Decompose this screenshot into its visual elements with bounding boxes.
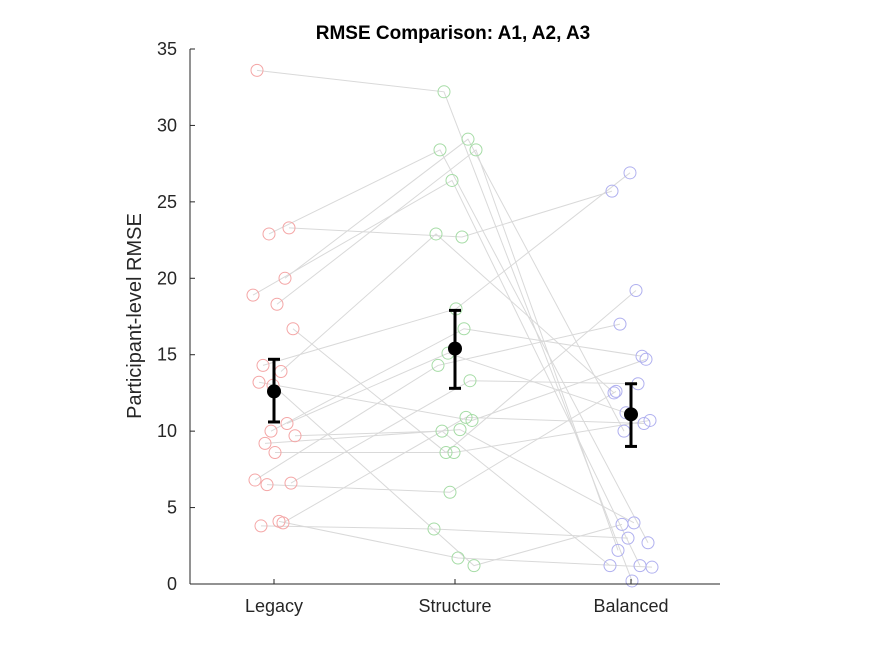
data-point-legacy bbox=[264, 424, 278, 438]
participant-line bbox=[266, 390, 617, 493]
data-point-structure bbox=[453, 423, 467, 437]
data-point-legacy bbox=[248, 473, 262, 487]
x-tick-label-legacy: Legacy bbox=[245, 596, 303, 616]
data-point-legacy bbox=[272, 514, 286, 528]
data-point-balanced bbox=[607, 386, 621, 400]
participant-line bbox=[282, 416, 645, 524]
mean-marker-structure bbox=[448, 341, 462, 356]
data-point-structure bbox=[435, 424, 449, 438]
participant-line bbox=[252, 179, 641, 566]
data-point-legacy bbox=[258, 436, 272, 450]
chart-title: RMSE Comparison: A1, A2, A3 bbox=[316, 23, 591, 44]
data-point-balanced bbox=[613, 317, 627, 331]
y-tick-label: 10 bbox=[157, 421, 177, 441]
data-point-balanced bbox=[637, 417, 651, 430]
data-point-balanced bbox=[639, 352, 653, 366]
paired-lines-layer bbox=[252, 69, 653, 582]
data-point-legacy bbox=[280, 417, 294, 430]
data-point-legacy bbox=[288, 429, 302, 443]
participant-line bbox=[276, 149, 619, 551]
participant-line bbox=[268, 149, 649, 543]
data-point-balanced bbox=[611, 543, 625, 557]
data-point-structure bbox=[461, 132, 475, 146]
participant-line bbox=[280, 233, 615, 394]
participant-line bbox=[260, 525, 629, 539]
data-point-legacy bbox=[252, 375, 266, 389]
data-point-structure bbox=[463, 374, 477, 388]
data-point-balanced bbox=[605, 184, 619, 198]
data-point-structure bbox=[429, 227, 443, 241]
participant-line bbox=[284, 138, 625, 432]
means-layer bbox=[267, 308, 638, 448]
data-point-legacy bbox=[262, 227, 276, 241]
data-point-balanced bbox=[623, 166, 637, 180]
data-point-structure bbox=[467, 559, 481, 573]
data-point-structure bbox=[437, 85, 451, 99]
data-point-balanced bbox=[645, 560, 659, 574]
x-tick-label-balanced: Balanced bbox=[593, 596, 668, 616]
y-tick-label: 30 bbox=[157, 115, 177, 135]
data-point-legacy bbox=[270, 297, 284, 311]
participant-line bbox=[254, 323, 621, 481]
data-point-structure bbox=[457, 322, 471, 336]
data-point-legacy bbox=[254, 519, 268, 533]
data-point-structure bbox=[469, 143, 483, 157]
data-point-legacy bbox=[268, 446, 282, 460]
participant-line bbox=[286, 352, 627, 424]
x-tick-label-structure: Structure bbox=[418, 596, 491, 616]
data-point-structure bbox=[465, 413, 479, 427]
data-point-balanced bbox=[643, 413, 657, 427]
y-tick-label: 0 bbox=[167, 574, 177, 594]
data-point-legacy bbox=[250, 63, 264, 77]
data-point-legacy bbox=[246, 288, 260, 302]
y-tick-label: 20 bbox=[157, 268, 177, 288]
data-point-balanced bbox=[625, 574, 639, 588]
data-point-structure bbox=[439, 446, 453, 460]
data-point-balanced bbox=[629, 284, 643, 298]
data-point-structure bbox=[443, 485, 457, 499]
participant-line bbox=[288, 190, 613, 238]
points-layer bbox=[246, 63, 659, 588]
mean-marker-legacy bbox=[267, 384, 281, 399]
participant-line bbox=[278, 520, 653, 568]
data-point-legacy bbox=[260, 478, 274, 492]
y-tick-label: 35 bbox=[157, 39, 177, 59]
ticks-layer: 0 5 10 15 20 25 30 35 Legacy Structure Balanced bbox=[157, 39, 669, 616]
participant-line bbox=[294, 430, 611, 567]
participant-line bbox=[258, 358, 647, 421]
participant-line bbox=[256, 69, 633, 582]
participant-line bbox=[275, 419, 651, 454]
data-point-legacy bbox=[286, 322, 300, 336]
data-point-legacy bbox=[284, 476, 298, 490]
data-point-balanced bbox=[609, 384, 623, 398]
data-point-balanced bbox=[615, 517, 629, 531]
data-point-structure bbox=[427, 522, 441, 536]
mean-marker-balanced bbox=[624, 407, 638, 422]
data-point-structure bbox=[451, 551, 465, 565]
participant-line bbox=[264, 429, 635, 524]
data-point-structure bbox=[459, 410, 473, 424]
y-tick-label: 5 bbox=[167, 498, 177, 518]
data-point-structure bbox=[455, 230, 469, 244]
participant-line bbox=[272, 384, 623, 567]
participant-line bbox=[262, 172, 631, 366]
participant-line bbox=[290, 380, 639, 484]
data-point-structure bbox=[433, 143, 447, 157]
data-point-legacy bbox=[256, 358, 270, 372]
data-point-structure bbox=[445, 173, 459, 187]
data-point-balanced bbox=[621, 531, 635, 545]
y-tick-label: 25 bbox=[157, 192, 177, 212]
data-point-balanced bbox=[603, 559, 617, 573]
data-point-balanced bbox=[641, 536, 655, 550]
participant-line bbox=[270, 328, 643, 432]
y-tick-label: 15 bbox=[157, 345, 177, 365]
data-point-legacy bbox=[278, 271, 292, 285]
y-axis-label: Participant-level RMSE bbox=[124, 213, 146, 419]
data-point-structure bbox=[447, 446, 461, 460]
data-point-balanced bbox=[635, 349, 649, 363]
data-point-structure bbox=[431, 358, 445, 372]
data-point-legacy bbox=[282, 221, 296, 235]
